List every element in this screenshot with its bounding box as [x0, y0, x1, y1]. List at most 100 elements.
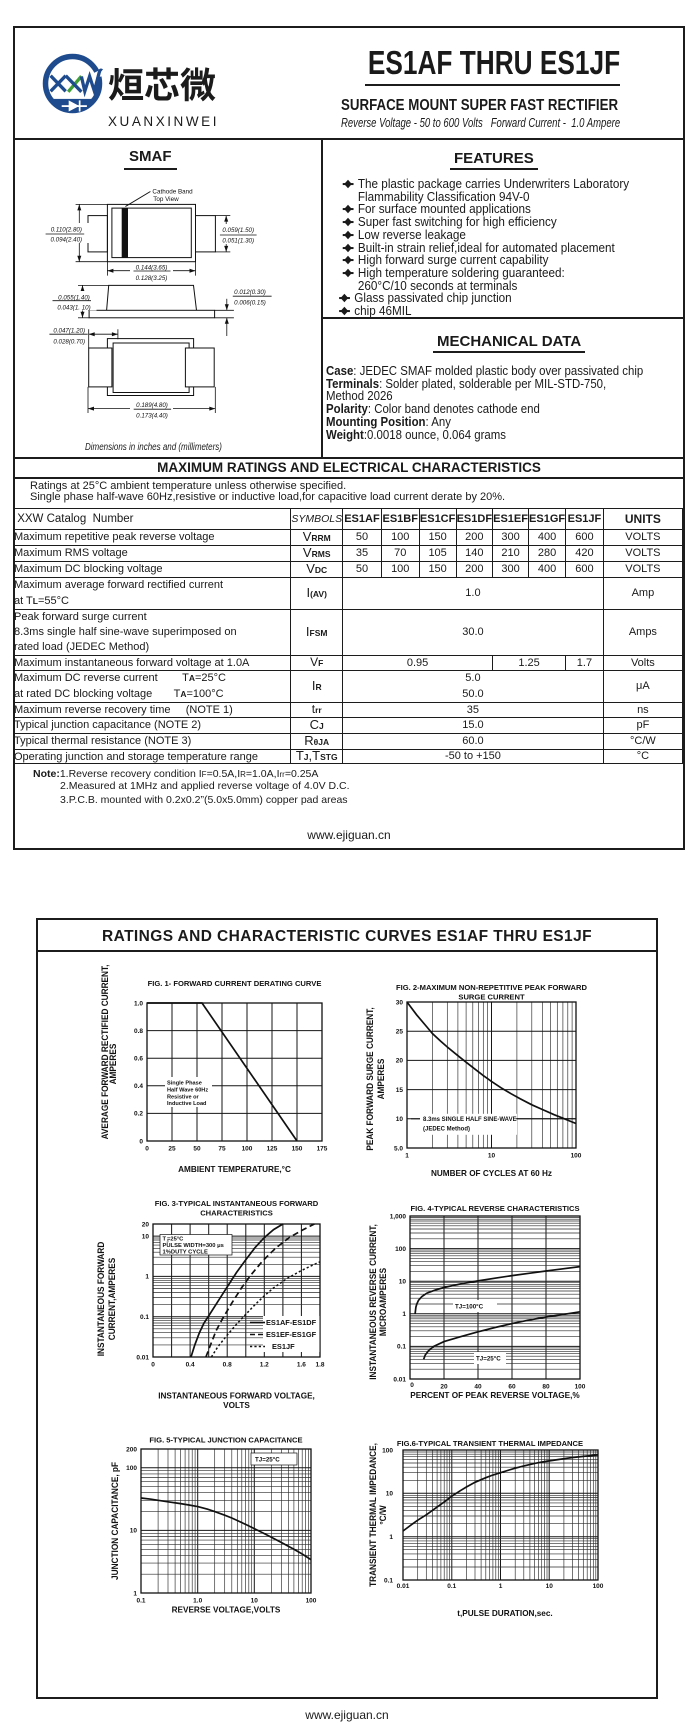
svg-text:°C/W: °C/W	[377, 1505, 388, 1525]
svg-text:ES1JF: ES1JF	[272, 1342, 295, 1351]
svg-text:1: 1	[389, 1534, 393, 1541]
svg-text:TJ=25°C: TJ=25°C	[255, 1457, 280, 1464]
svg-text:75: 75	[218, 1146, 226, 1153]
svg-text:0.006(0.15): 0.006(0.15)	[234, 299, 266, 306]
svg-text:1.0: 1.0	[134, 1000, 143, 1007]
svg-text:100: 100	[242, 1146, 253, 1153]
svg-text:0.01: 0.01	[393, 1376, 406, 1383]
svg-text:PEAK FORWARD SURGE CURRENT,: PEAK FORWARD SURGE CURRENT,	[364, 1007, 375, 1150]
svg-text:REVERSE VOLTAGE,VOLTS: REVERSE VOLTAGE,VOLTS	[172, 1606, 281, 1615]
svg-text:0.051(1.30): 0.051(1.30)	[222, 238, 254, 245]
svg-text:0: 0	[410, 1382, 414, 1389]
svg-text:5.0: 5.0	[394, 1145, 403, 1152]
svg-text:175: 175	[317, 1146, 328, 1153]
svg-text:FIG. 4-TYPICAL REVERSE CHARACT: FIG. 4-TYPICAL REVERSE CHARACTERISTICS	[410, 1204, 579, 1213]
svg-text:SURGE CURRENT: SURGE CURRENT	[458, 993, 525, 1002]
svg-text:10: 10	[130, 1528, 138, 1535]
svg-text:CURRENT,AMPERES: CURRENT,AMPERES	[106, 1258, 117, 1341]
svg-text:AMBIENT TEMPERATURE,°C: AMBIENT TEMPERATURE,°C	[178, 1165, 291, 1174]
svg-text:CHARACTERISTICS: CHARACTERISTICS	[200, 1209, 273, 1218]
svg-text:0.189(4.80): 0.189(4.80)	[136, 402, 168, 409]
svg-text:0.128(3.25): 0.128(3.25)	[136, 275, 168, 282]
svg-text:100: 100	[571, 1153, 582, 1160]
svg-text:Half Wave 60Hz: Half Wave 60Hz	[167, 1087, 208, 1093]
svg-text:1.8: 1.8	[315, 1362, 324, 1369]
svg-text:0: 0	[139, 1138, 143, 1145]
svg-text:TJ=25°C: TJ=25°C	[476, 1356, 501, 1363]
svg-text:FIG. 5-TYPICAL JUNCTION CAPACI: FIG. 5-TYPICAL JUNCTION CAPACITANCE	[149, 1436, 302, 1445]
svg-text:0.043(1. 10): 0.043(1. 10)	[57, 305, 90, 312]
svg-text:0: 0	[145, 1146, 149, 1153]
svg-text:1.0: 1.0	[193, 1598, 202, 1605]
svg-text:0.1: 0.1	[136, 1598, 145, 1605]
svg-text:FIG. 3-TYPICAL INSTANTANEOUS F: FIG. 3-TYPICAL INSTANTANEOUS FORWARD	[155, 1199, 319, 1208]
svg-text:30: 30	[396, 999, 404, 1006]
svg-text:Single Phase: Single Phase	[167, 1081, 202, 1087]
svg-text:10: 10	[142, 1233, 150, 1240]
svg-text:1: 1	[402, 1311, 406, 1318]
svg-text:125: 125	[267, 1146, 278, 1153]
svg-text:ES1EF-ES1GF: ES1EF-ES1GF	[266, 1330, 317, 1339]
svg-text:ES1AF-ES1DF: ES1AF-ES1DF	[266, 1318, 317, 1327]
svg-text:0.8: 0.8	[134, 1028, 143, 1035]
svg-text:0.1: 0.1	[447, 1583, 456, 1590]
svg-text:0.01: 0.01	[397, 1583, 410, 1590]
svg-text:0.110(2.80): 0.110(2.80)	[51, 227, 82, 234]
svg-text:AMPERES: AMPERES	[375, 1059, 386, 1100]
svg-text:INSTANTANEOUS REVERSE CURRENT,: INSTANTANEOUS REVERSE CURRENT,	[367, 1224, 378, 1380]
svg-text:0.01: 0.01	[136, 1354, 149, 1361]
svg-text:0.8: 0.8	[223, 1362, 232, 1369]
svg-text:Cathode Band: Cathode Band	[152, 189, 193, 196]
svg-text:15: 15	[396, 1087, 404, 1094]
svg-text:1.6: 1.6	[297, 1362, 306, 1369]
svg-text:0.2: 0.2	[134, 1111, 143, 1118]
svg-text:XUANXINWEI: XUANXINWEI	[108, 114, 219, 129]
svg-text:NUMBER OF CYCLES AT 60 Hz: NUMBER OF CYCLES AT 60 Hz	[431, 1169, 552, 1178]
svg-text:20: 20	[142, 1221, 150, 1228]
svg-text:PULSE WIDTH=300 μs: PULSE WIDTH=300 μs	[163, 1243, 224, 1249]
svg-text:100: 100	[306, 1598, 317, 1605]
svg-text:FIG. 2-MAXIMUM NON-REPETITIVE: FIG. 2-MAXIMUM NON-REPETITIVE PEAK FORWA…	[396, 983, 587, 992]
svg-text:JUNCTION CAPACITANCE, pF: JUNCTION CAPACITANCE, pF	[109, 1461, 120, 1580]
svg-text:100: 100	[575, 1384, 586, 1391]
svg-text:1.2: 1.2	[260, 1362, 269, 1369]
svg-text:FIG.6-TYPICAL TRANSIENT THERMA: FIG.6-TYPICAL TRANSIENT THERMAL IMPEDANC…	[397, 1439, 583, 1448]
svg-text:FIG. 1- FORWARD CURRENT DERATI: FIG. 1- FORWARD CURRENT DERATING CURVE	[148, 979, 322, 988]
svg-text:INSTANTANEOUS FORWARD VOLTAGE,: INSTANTANEOUS FORWARD VOLTAGE,	[158, 1392, 315, 1401]
svg-text:(JEDEC Method): (JEDEC Method)	[423, 1126, 470, 1132]
svg-text:MICROAMPERES: MICROAMPERES	[377, 1268, 388, 1336]
svg-text:0.4: 0.4	[134, 1083, 143, 1090]
svg-text:10: 10	[386, 1491, 394, 1498]
svg-text:1: 1	[405, 1153, 409, 1160]
svg-text:25: 25	[396, 1029, 404, 1036]
svg-text:40: 40	[474, 1384, 482, 1391]
svg-text:Top View: Top View	[153, 196, 179, 203]
svg-text:0.1: 0.1	[140, 1314, 149, 1321]
svg-text:100: 100	[395, 1246, 406, 1253]
svg-text:20: 20	[440, 1384, 448, 1391]
svg-text:0.1: 0.1	[397, 1344, 406, 1351]
svg-text:1: 1	[145, 1274, 149, 1281]
svg-text:0.094(2.40): 0.094(2.40)	[50, 237, 82, 244]
svg-text:1: 1	[133, 1590, 137, 1597]
svg-text:AVERAGE FORWARD RECTIFIED CURR: AVERAGE FORWARD RECTIFIED CURRENT,	[99, 965, 110, 1140]
svg-text:10: 10	[251, 1598, 259, 1605]
svg-text:INSTANTANEOUS FORWARD: INSTANTANEOUS FORWARD	[95, 1241, 106, 1356]
svg-text:1%DUTY CYCLE: 1%DUTY CYCLE	[163, 1250, 208, 1256]
svg-text:0.055(1.40): 0.055(1.40)	[58, 295, 90, 302]
svg-text:TJ=100°C: TJ=100°C	[455, 1304, 484, 1311]
svg-text:60: 60	[508, 1384, 516, 1391]
svg-text:0.6: 0.6	[134, 1056, 143, 1063]
svg-text:200: 200	[126, 1446, 137, 1453]
svg-text:20: 20	[396, 1058, 404, 1065]
svg-text:0.028(0.70): 0.028(0.70)	[53, 339, 85, 346]
svg-text:J: J	[167, 1239, 169, 1243]
svg-text:0.173(4.40): 0.173(4.40)	[136, 413, 168, 420]
svg-text:0.059(1.50): 0.059(1.50)	[222, 227, 254, 234]
svg-text:VOLTS: VOLTS	[223, 1401, 250, 1410]
svg-text:80: 80	[542, 1384, 550, 1391]
svg-text:0.4: 0.4	[186, 1362, 195, 1369]
svg-text:150: 150	[292, 1146, 303, 1153]
svg-text:TRANSIENT THERMAL IMPEDANCE,: TRANSIENT THERMAL IMPEDANCE,	[367, 1443, 378, 1587]
svg-text:10: 10	[488, 1153, 496, 1160]
